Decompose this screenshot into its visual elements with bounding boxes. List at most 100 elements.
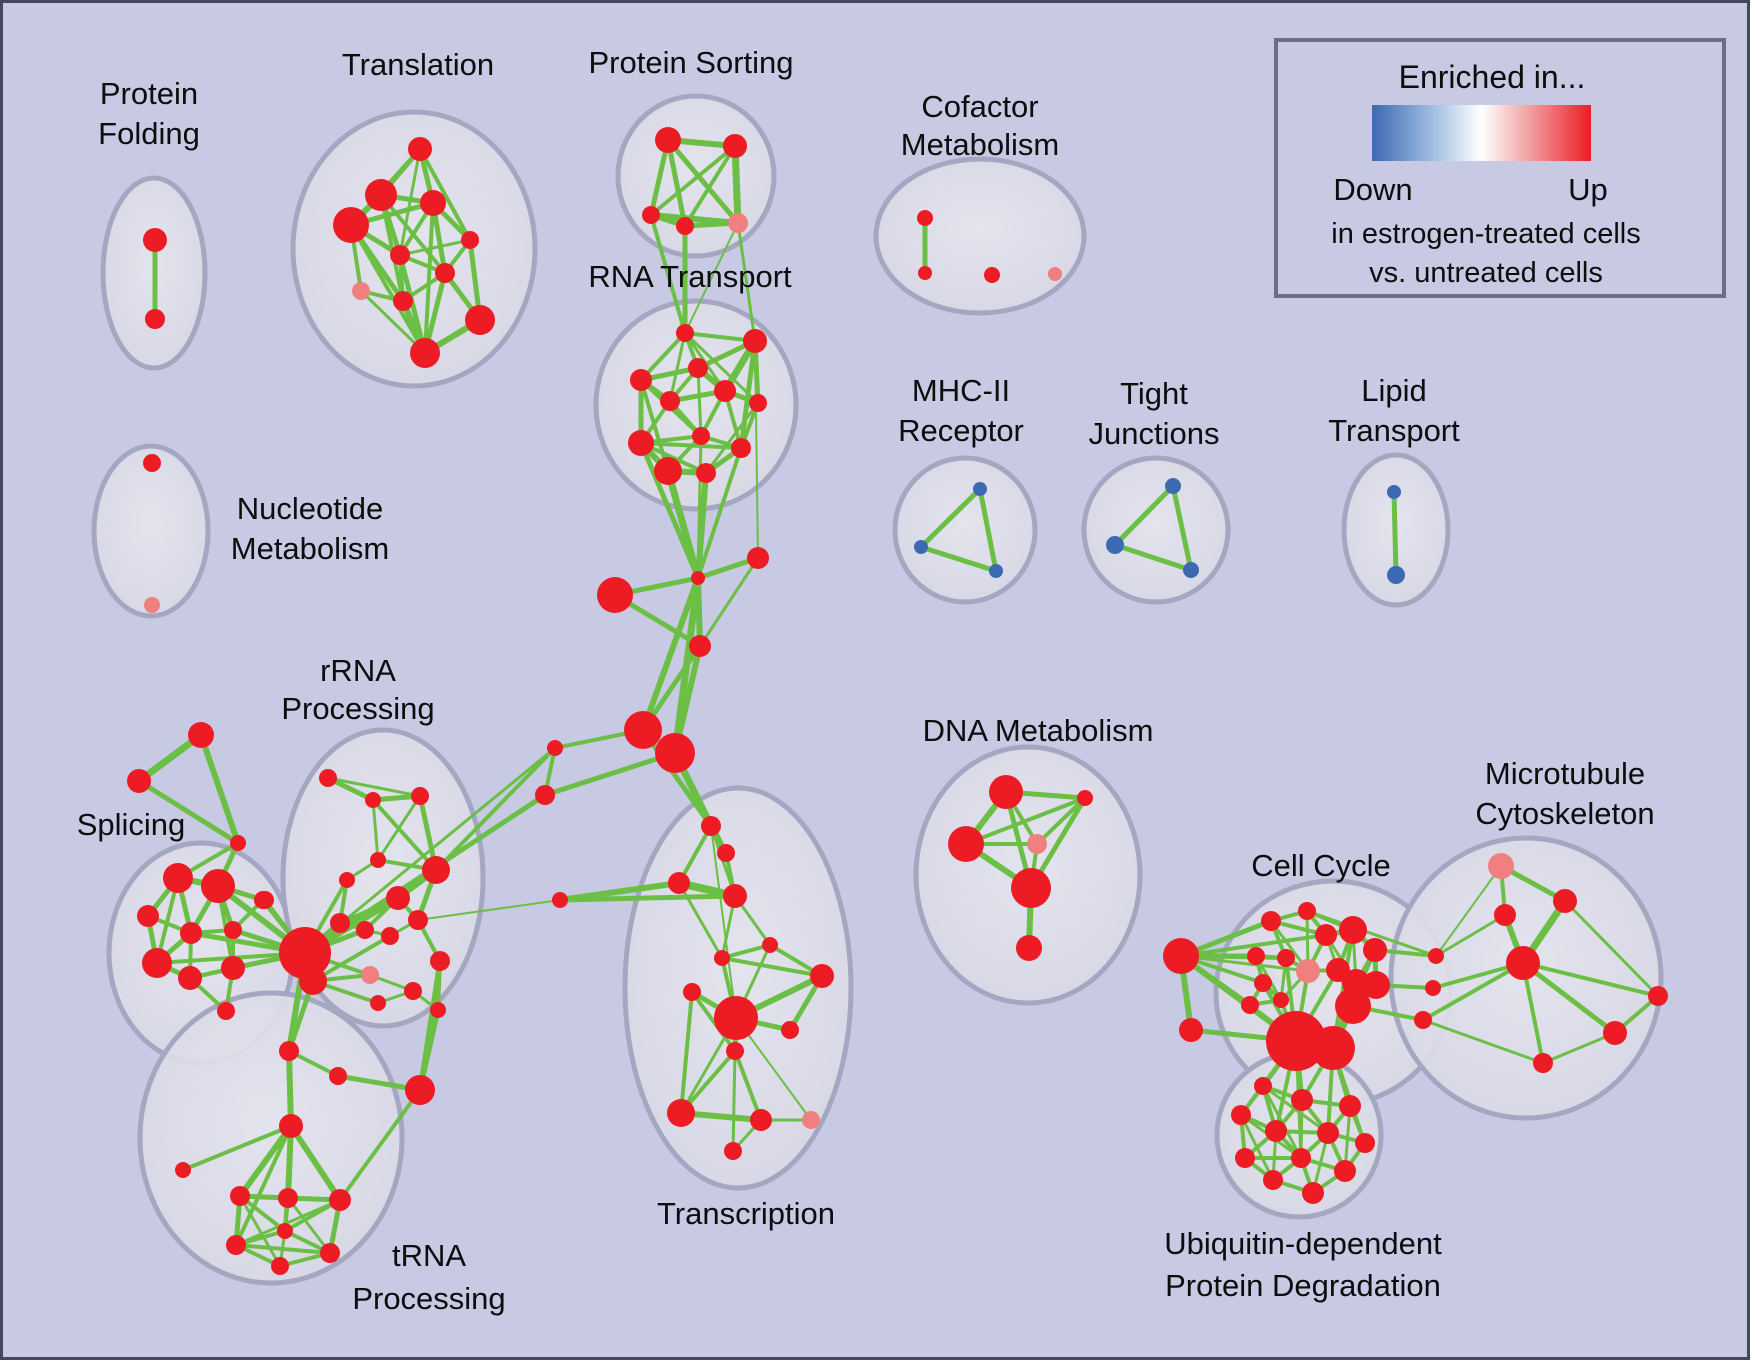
edge — [683, 144, 737, 228]
gene-set-node — [1387, 566, 1405, 584]
gene-set-node — [404, 982, 422, 1000]
gene-set-node — [256, 891, 274, 909]
edge — [695, 470, 709, 581]
gene-set-node — [390, 245, 410, 265]
cluster-nucleotide-metabolism-ellipse — [91, 443, 211, 619]
gene-set-node — [1077, 790, 1093, 806]
edge — [1112, 483, 1176, 548]
gene-set-node — [127, 769, 151, 793]
edge — [649, 144, 737, 217]
gene-set-node — [731, 438, 751, 458]
gene-set-node — [279, 1041, 299, 1061]
gene-set-node — [1254, 974, 1272, 992]
edge — [918, 544, 999, 574]
gene-set-node — [175, 1162, 191, 1178]
edge — [720, 956, 824, 978]
gene-set-node — [1488, 853, 1514, 879]
gene-set-node — [714, 950, 730, 966]
gene-set-node — [667, 1099, 695, 1127]
gene-set-node — [1335, 988, 1371, 1024]
edge — [977, 486, 999, 574]
gene-set-node — [1298, 902, 1316, 920]
cluster-trna-processing-ellipse — [137, 990, 405, 1286]
gene-set-node — [1027, 834, 1047, 854]
cluster-mhc-ii-receptor-label: Receptor — [898, 413, 1024, 448]
edge — [542, 750, 678, 798]
gene-set-node — [408, 910, 428, 930]
edge — [434, 746, 557, 872]
gene-set-node — [689, 635, 711, 657]
edge — [668, 331, 687, 403]
gene-set-node — [277, 1223, 293, 1239]
edge — [371, 798, 380, 862]
edge — [640, 575, 701, 733]
gene-set-node — [188, 722, 214, 748]
edge — [136, 778, 241, 846]
legend-box — [1274, 38, 1726, 298]
gene-set-node — [1241, 996, 1259, 1014]
gene-set-node — [547, 740, 563, 756]
cluster-protein-folding-label: Protein — [100, 76, 198, 111]
gene-set-node — [279, 927, 331, 979]
gene-set-node — [535, 785, 555, 805]
gene-set-node — [271, 1257, 289, 1275]
gene-set-node — [973, 482, 987, 496]
gene-set-node — [393, 291, 413, 311]
edge — [720, 943, 772, 960]
gene-set-node — [420, 190, 446, 216]
gene-set-node — [1648, 986, 1668, 1006]
gene-set-node — [1163, 938, 1199, 974]
edge — [338, 1088, 422, 1202]
gene-set-node — [1165, 478, 1181, 494]
gene-set-node — [435, 263, 455, 283]
gene-set-node — [224, 921, 242, 939]
edge — [1421, 961, 1525, 1022]
gene-set-node — [142, 948, 172, 978]
gene-set-node — [743, 329, 767, 353]
gene-set-node — [1414, 1011, 1432, 1029]
cluster-tight-junctions-ellipse — [1081, 455, 1231, 605]
edge — [311, 934, 392, 983]
gene-set-node — [1425, 980, 1441, 996]
gene-set-node — [1387, 485, 1401, 499]
gene-set-node — [728, 213, 748, 233]
edge — [286, 1048, 294, 1129]
cluster-rrna-processing-label: Processing — [281, 691, 434, 726]
gene-set-node — [1291, 1089, 1313, 1111]
gene-set-node — [330, 913, 350, 933]
edge — [1170, 483, 1194, 573]
gene-set-node — [802, 1111, 820, 1129]
gene-set-node — [668, 872, 690, 894]
gene-set-node — [1311, 1026, 1355, 1070]
gene-set-node — [1247, 947, 1265, 965]
gene-set-node — [989, 564, 1003, 578]
edge — [423, 201, 435, 355]
gene-set-node — [319, 769, 337, 787]
gene-set-node — [333, 207, 369, 243]
gene-set-node — [381, 927, 399, 945]
legend-subtitle-1: in estrogen-treated cells — [1331, 218, 1641, 250]
cluster-tight-junctions-label: Tight — [1120, 376, 1188, 411]
gene-set-node — [1231, 1105, 1251, 1125]
gene-set-node — [1235, 1148, 1255, 1168]
gene-set-node — [660, 391, 680, 411]
gene-set-node — [655, 127, 681, 153]
cluster-translation-label: Translation — [342, 47, 494, 82]
gene-set-node — [278, 1188, 298, 1208]
gene-set-node — [1277, 949, 1295, 967]
gene-set-node — [226, 1235, 246, 1255]
gene-set-node — [1334, 1160, 1356, 1182]
edge — [1541, 1031, 1617, 1065]
gene-set-node — [329, 1067, 347, 1085]
gene-set-node — [178, 966, 202, 990]
cluster-transcription-label: Transcription — [657, 1196, 835, 1231]
cluster-labels: Protein Folding Translation Protein Sorting… — [77, 45, 1655, 1316]
cluster-lipid-transport-label: Lipid — [1361, 373, 1427, 408]
gene-set-node — [465, 305, 495, 335]
edge — [1434, 913, 1507, 958]
gene-set-node — [430, 951, 450, 971]
gene-set-node — [1048, 267, 1062, 281]
edge — [738, 338, 758, 451]
cluster-mhc-ii-receptor-ellipse — [892, 455, 1038, 605]
